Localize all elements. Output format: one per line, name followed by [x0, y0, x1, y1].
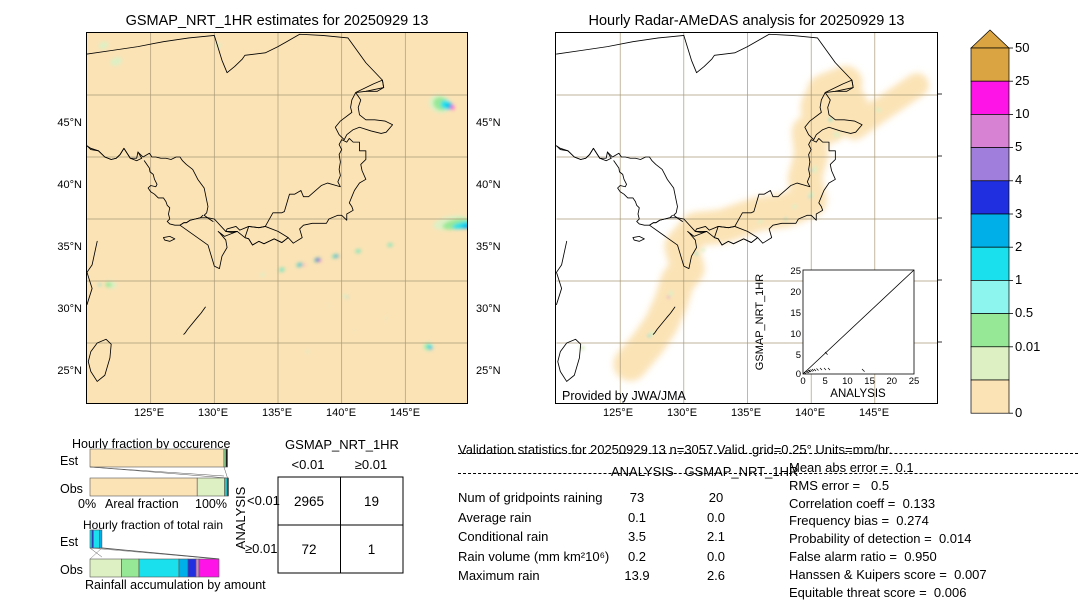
svg-text:4: 4: [1015, 172, 1022, 187]
svg-text:5: 5: [1015, 139, 1022, 154]
svg-text:0.5: 0.5: [1015, 305, 1033, 320]
svg-text:10: 10: [790, 329, 801, 340]
svg-text:25: 25: [1015, 73, 1029, 88]
svg-text:25: 25: [909, 376, 920, 387]
svg-text:1: 1: [1015, 272, 1022, 287]
svg-text:2965: 2965: [294, 494, 324, 509]
svg-text:ANALYSIS: ANALYSIS: [830, 388, 886, 400]
svg-text:0: 0: [800, 376, 805, 387]
svg-text:20: 20: [887, 376, 898, 387]
svg-text:15: 15: [864, 376, 875, 387]
svg-text:50: 50: [1015, 40, 1029, 55]
svg-text:72: 72: [301, 542, 316, 557]
svg-text:0.01: 0.01: [1015, 339, 1040, 354]
svg-text:20: 20: [790, 287, 801, 298]
svg-text:19: 19: [364, 494, 379, 509]
svg-text:3: 3: [1015, 206, 1022, 221]
svg-text:2: 2: [1015, 239, 1022, 254]
svg-text:5: 5: [823, 376, 828, 387]
svg-text:10: 10: [1015, 106, 1029, 121]
svg-text:15: 15: [790, 308, 801, 319]
svg-text:0: 0: [1015, 405, 1022, 420]
svg-text:10: 10: [842, 376, 853, 387]
svg-text:25: 25: [790, 266, 801, 277]
svg-text:GSMAP_NRT_1HR: GSMAP_NRT_1HR: [754, 274, 766, 370]
svg-text:1: 1: [368, 542, 376, 557]
svg-text:5: 5: [796, 350, 801, 361]
